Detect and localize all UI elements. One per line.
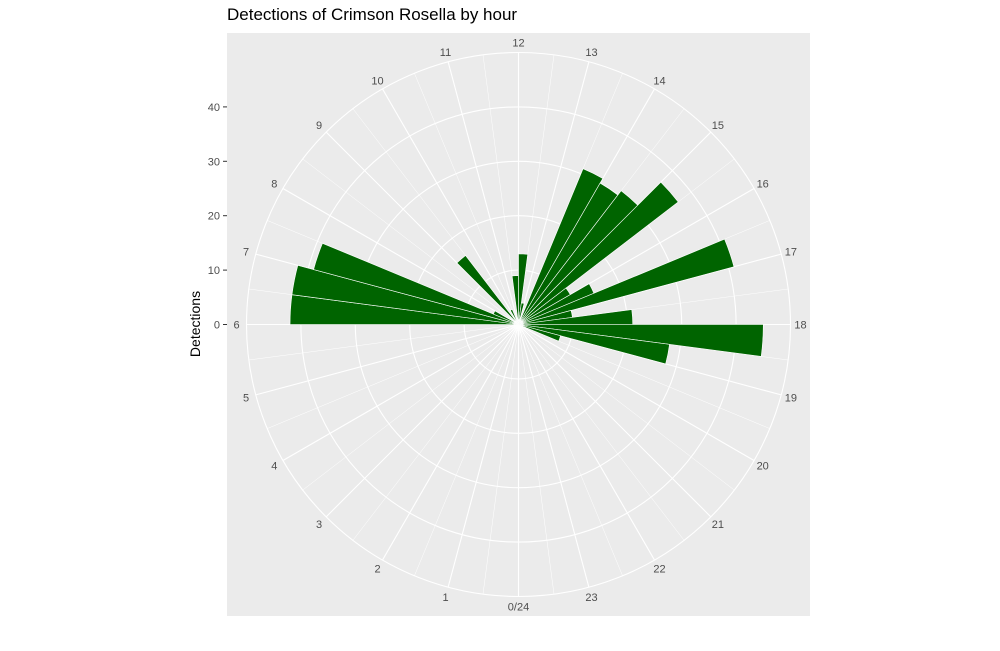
bar-wedge bbox=[291, 265, 519, 325]
hour-labels: 0/24123456789101112131415161718192021222… bbox=[233, 38, 806, 614]
hour-label: 15 bbox=[712, 120, 724, 132]
hour-label: 12 bbox=[512, 38, 524, 50]
grid-spoke-major bbox=[255, 323, 519, 396]
hour-label: 11 bbox=[440, 47, 451, 59]
grid-spoke-minor bbox=[518, 324, 770, 429]
hour-label: 0/24 bbox=[508, 602, 529, 614]
grid-spoke-minor bbox=[267, 324, 519, 429]
hour-label: 17 bbox=[785, 247, 797, 259]
grid-spoke-minor bbox=[248, 324, 519, 361]
grid-spoke-major bbox=[518, 324, 755, 461]
grid-spoke-major bbox=[382, 88, 519, 325]
y-tick-label: 0 bbox=[214, 320, 220, 332]
hour-label: 3 bbox=[316, 519, 322, 531]
hour-label: 14 bbox=[653, 75, 665, 87]
grid-spoke-minor bbox=[352, 324, 519, 541]
hour-label: 21 bbox=[712, 519, 724, 531]
bar-wedge bbox=[456, 255, 519, 325]
grid-spoke-major bbox=[325, 324, 519, 518]
y-axis-title: Detections bbox=[187, 291, 203, 357]
grid-spoke-minor bbox=[518, 324, 623, 576]
grid-spoke-major bbox=[282, 188, 519, 325]
bar-wedge bbox=[518, 168, 604, 325]
grid-spoke-minor bbox=[518, 324, 555, 595]
hour-label: 13 bbox=[585, 47, 597, 59]
bar-wedge bbox=[518, 181, 679, 325]
bar-wedge bbox=[518, 238, 735, 325]
hour-label: 2 bbox=[374, 564, 380, 576]
bar-wedge bbox=[313, 242, 519, 325]
hour-label: 4 bbox=[271, 461, 277, 473]
grid-spoke-minor bbox=[302, 158, 519, 325]
grid-spoke-minor bbox=[414, 73, 519, 325]
y-tick-label: 30 bbox=[208, 156, 220, 168]
hour-label: 23 bbox=[585, 592, 597, 604]
hour-label: 6 bbox=[233, 320, 239, 332]
hour-label: 9 bbox=[316, 120, 322, 132]
grid-spoke-major bbox=[382, 324, 519, 561]
bar-wedge bbox=[518, 324, 561, 342]
grid-spoke-major bbox=[518, 324, 712, 518]
hour-label: 8 bbox=[271, 179, 277, 191]
y-axis: 0 10 20 30 40 bbox=[208, 102, 227, 332]
hour-label: 1 bbox=[442, 592, 448, 604]
hour-label: 10 bbox=[371, 75, 383, 87]
bar-wedge bbox=[518, 302, 525, 325]
hour-label: 19 bbox=[785, 393, 797, 405]
hour-label: 16 bbox=[757, 179, 769, 191]
grid-spoke-minor bbox=[518, 324, 735, 491]
bars bbox=[289, 168, 764, 365]
hour-label: 22 bbox=[653, 564, 665, 576]
bar-wedge bbox=[509, 309, 519, 325]
y-tick-label: 20 bbox=[208, 211, 220, 223]
hour-label: 5 bbox=[243, 393, 249, 405]
hour-label: 7 bbox=[243, 247, 249, 259]
chart-title: Detections of Crimson Rosella by hour bbox=[227, 5, 517, 24]
y-tick-label: 40 bbox=[208, 102, 220, 114]
grid-spoke-minor bbox=[414, 324, 519, 576]
grid-spoke-major bbox=[518, 324, 655, 561]
grid-spoke-minor bbox=[302, 324, 519, 491]
grid-spoke-minor bbox=[518, 324, 685, 541]
grid-spoke-major bbox=[517, 61, 590, 325]
grid-spoke-major bbox=[517, 324, 590, 588]
hour-label: 20 bbox=[757, 461, 769, 473]
grid-spoke-minor bbox=[482, 324, 519, 595]
y-tick-label: 10 bbox=[208, 265, 220, 277]
grid-spoke-major bbox=[282, 324, 519, 461]
grid-spoke-major bbox=[447, 61, 520, 325]
hour-label: 18 bbox=[794, 320, 806, 332]
bar-wedge bbox=[492, 310, 519, 325]
grid-spoke-major bbox=[447, 324, 520, 588]
